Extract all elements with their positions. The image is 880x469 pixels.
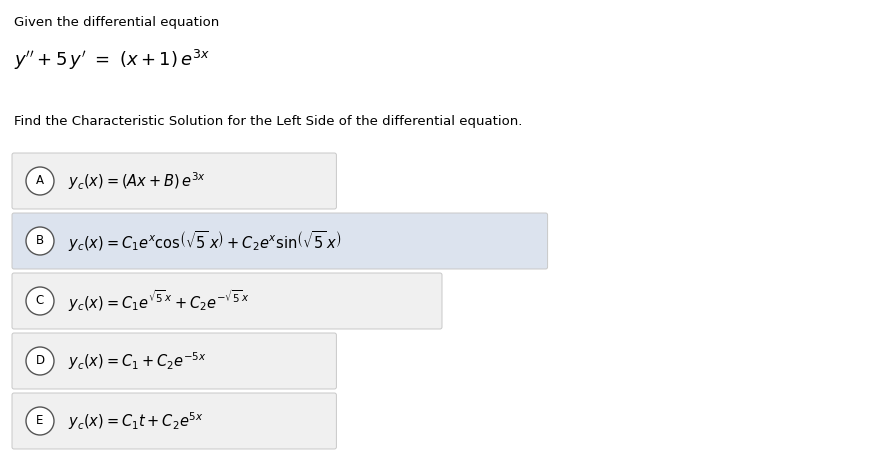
Text: Given the differential equation: Given the differential equation	[14, 16, 219, 29]
Circle shape	[26, 227, 54, 255]
FancyBboxPatch shape	[12, 153, 336, 209]
Text: Find the Characteristic Solution for the Left Side of the differential equation.: Find the Characteristic Solution for the…	[14, 115, 523, 128]
Text: C: C	[36, 295, 44, 308]
Circle shape	[26, 407, 54, 435]
Text: D: D	[35, 355, 45, 368]
Circle shape	[26, 167, 54, 195]
Text: E: E	[36, 415, 44, 428]
Text: $y_c(x) = C_1 t + C_2 e^{5x}$: $y_c(x) = C_1 t + C_2 e^{5x}$	[68, 410, 203, 432]
Text: A: A	[36, 174, 44, 188]
Text: B: B	[36, 234, 44, 248]
Text: $y'' + 5\,y' \ = \ (x + 1)\,e^{3x}$: $y'' + 5\,y' \ = \ (x + 1)\,e^{3x}$	[14, 48, 209, 72]
FancyBboxPatch shape	[12, 273, 442, 329]
FancyBboxPatch shape	[12, 333, 336, 389]
Text: $y_c(x) = C_1 + C_2 e^{-5x}$: $y_c(x) = C_1 + C_2 e^{-5x}$	[68, 350, 207, 372]
Text: $y_c(x) = C_1 e^{\sqrt{5}\,x} + C_2 e^{-\sqrt{5}\,x}$: $y_c(x) = C_1 e^{\sqrt{5}\,x} + C_2 e^{-…	[68, 288, 250, 314]
Circle shape	[26, 347, 54, 375]
Circle shape	[26, 287, 54, 315]
Text: $y_c(x) = C_1 e^x \cos\!\left(\sqrt{5}\,x\right) + C_2 e^x \sin\!\left(\sqrt{5}\: $y_c(x) = C_1 e^x \cos\!\left(\sqrt{5}\,…	[68, 229, 341, 253]
Text: $y_c(x) = (Ax + B)\,e^{3x}$: $y_c(x) = (Ax + B)\,e^{3x}$	[68, 170, 206, 192]
FancyBboxPatch shape	[12, 213, 547, 269]
FancyBboxPatch shape	[12, 393, 336, 449]
